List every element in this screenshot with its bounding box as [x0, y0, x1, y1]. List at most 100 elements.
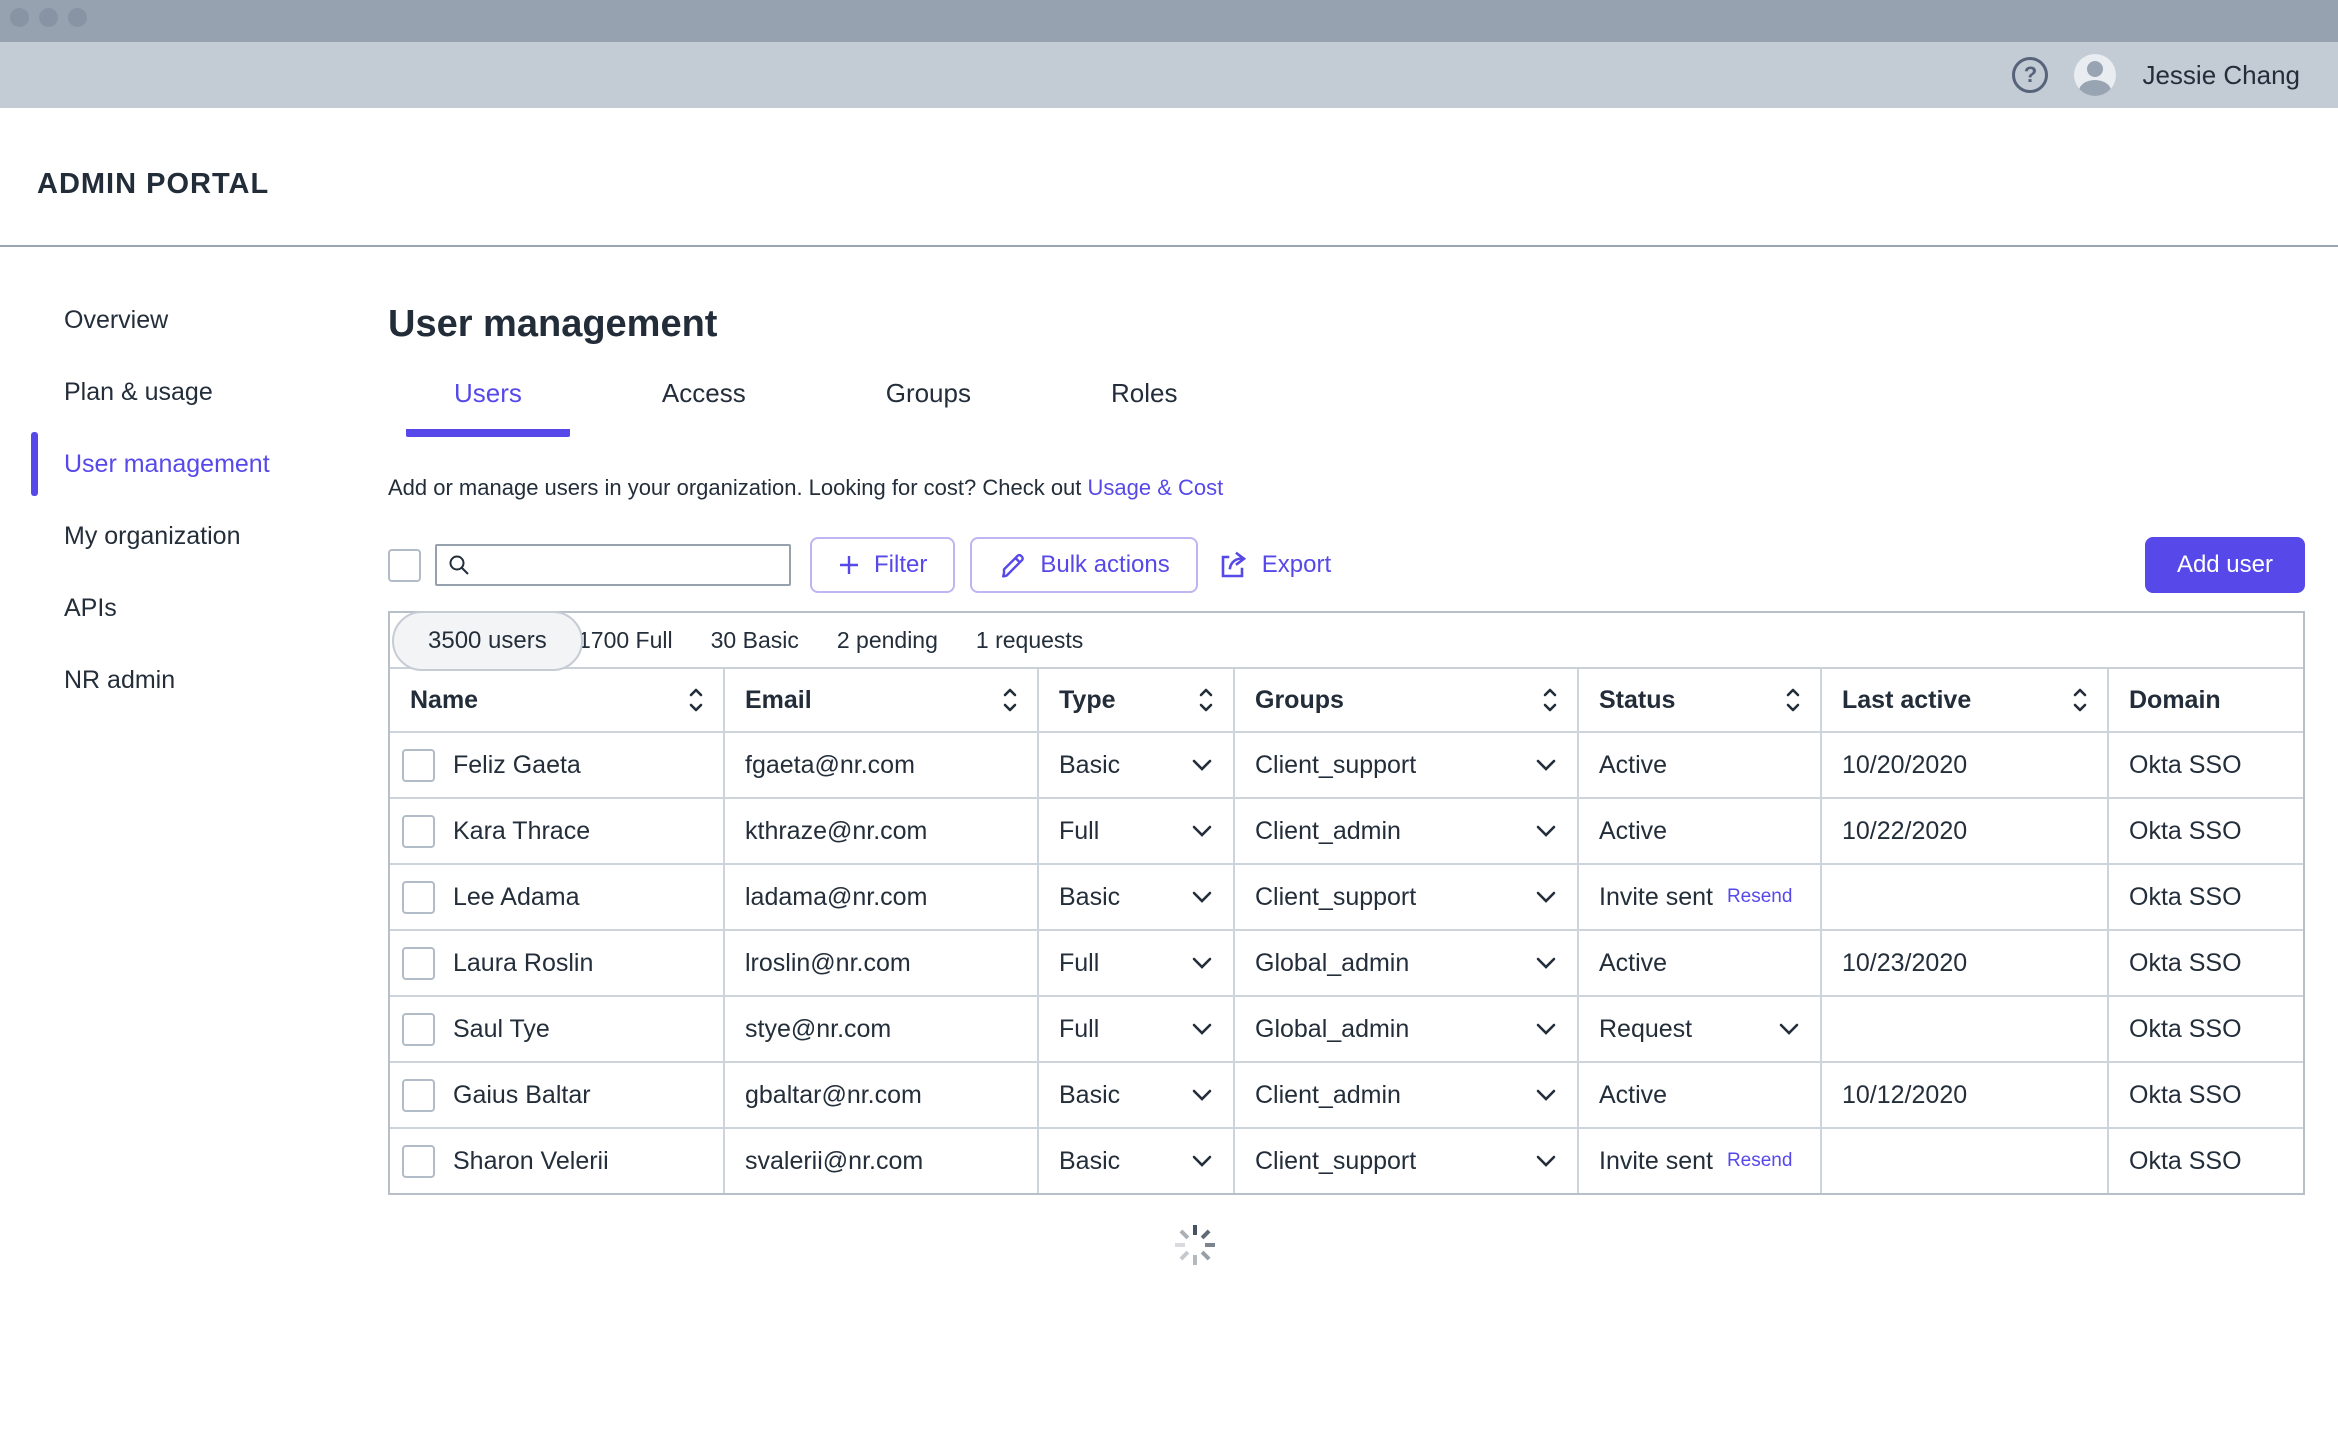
chevron-down-icon [1535, 1088, 1557, 1102]
search-box[interactable] [435, 544, 791, 586]
search-input[interactable] [479, 548, 789, 582]
page-title: User management [388, 303, 2305, 346]
domain-cell: Okta SSO [2109, 733, 2303, 797]
users-count-pill[interactable]: 3500 users [392, 611, 583, 671]
help-icon[interactable]: ? [2012, 57, 2048, 93]
column-header-email[interactable]: Email [725, 669, 1039, 731]
row-checkbox[interactable] [402, 749, 435, 782]
resend-link[interactable]: Resend [1727, 1150, 1793, 1172]
usage-cost-link[interactable]: Usage & Cost [1088, 475, 1224, 500]
chevron-down-icon [1778, 1022, 1800, 1036]
sidebar-item-plan-usage[interactable]: Plan & usage [0, 356, 388, 428]
column-header-name[interactable]: Name [390, 669, 725, 731]
column-header-last-active[interactable]: Last active [1822, 669, 2109, 731]
domain-cell: Okta SSO [2109, 865, 2303, 929]
sort-icon[interactable] [1197, 686, 1215, 714]
window-minimize-icon[interactable] [39, 8, 58, 27]
sidebar-item-apis[interactable]: APIs [0, 572, 388, 644]
groups-select[interactable]: Client_admin [1235, 1063, 1579, 1127]
row-checkbox[interactable] [402, 881, 435, 914]
user-name: Laura Roslin [453, 949, 593, 978]
groups-select[interactable]: Global_admin [1235, 931, 1579, 995]
status-select[interactable]: Request [1579, 997, 1822, 1061]
user-email: fgaeta@nr.com [725, 733, 1039, 797]
pencil-icon [998, 551, 1026, 579]
stat-pending[interactable]: 2 pending [837, 627, 938, 654]
type-select[interactable]: Basic [1039, 865, 1235, 929]
sidebar-item-nr-admin[interactable]: NR admin [0, 644, 388, 716]
add-user-button[interactable]: Add user [2145, 537, 2305, 593]
sort-icon[interactable] [2071, 686, 2089, 714]
sidebar: Overview Plan & usage User management My… [0, 247, 388, 716]
export-icon [1218, 549, 1250, 581]
groups-select[interactable]: Client_admin [1235, 799, 1579, 863]
sidebar-item-overview[interactable]: Overview [0, 284, 388, 356]
groups-select[interactable]: Client_support [1235, 865, 1579, 929]
chevron-down-icon [1535, 824, 1557, 838]
type-select[interactable]: Basic [1039, 1063, 1235, 1127]
stat-full[interactable]: 1700 Full [578, 627, 673, 654]
stat-requests[interactable]: 1 requests [976, 627, 1083, 654]
type-select[interactable]: Full [1039, 931, 1235, 995]
type-select[interactable]: Full [1039, 997, 1235, 1061]
row-checkbox[interactable] [402, 815, 435, 848]
user-avatar-icon[interactable] [2074, 54, 2116, 96]
column-header-status[interactable]: Status [1579, 669, 1822, 731]
table-row: Lee Adama ladama@nr.com Basic Client_sup… [390, 863, 2303, 929]
chevron-down-icon [1535, 890, 1557, 904]
sidebar-item-user-management[interactable]: User management [0, 428, 388, 500]
filter-button[interactable]: Filter [810, 537, 955, 593]
user-email: stye@nr.com [725, 997, 1039, 1061]
window-zoom-icon[interactable] [68, 8, 87, 27]
row-checkbox[interactable] [402, 1013, 435, 1046]
search-icon [447, 553, 471, 577]
chevron-down-icon [1191, 1088, 1213, 1102]
user-name: Sharon Velerii [453, 1147, 609, 1176]
users-table: 3500 users 1700 Full 30 Basic 2 pending … [388, 611, 2305, 1195]
toolbar: Filter Bulk actions Export Add user [388, 537, 2305, 593]
groups-select[interactable]: Client_support [1235, 1129, 1579, 1193]
tab-roles[interactable]: Roles [1063, 378, 1225, 437]
window-close-icon[interactable] [10, 8, 29, 27]
chevron-down-icon [1535, 1154, 1557, 1168]
sort-icon[interactable] [687, 686, 705, 714]
row-checkbox[interactable] [402, 1145, 435, 1178]
type-select[interactable]: Full [1039, 799, 1235, 863]
bulk-actions-button[interactable]: Bulk actions [970, 537, 1197, 593]
tab-access[interactable]: Access [614, 378, 794, 437]
domain-cell: Okta SSO [2109, 1129, 2303, 1193]
column-header-type[interactable]: Type [1039, 669, 1235, 731]
chevron-down-icon [1191, 956, 1213, 970]
sort-icon[interactable] [1001, 686, 1019, 714]
stat-basic[interactable]: 30 Basic [711, 627, 799, 654]
user-name: Jessie Chang [2142, 60, 2300, 91]
sort-icon[interactable] [1784, 686, 1802, 714]
type-select[interactable]: Basic [1039, 733, 1235, 797]
row-checkbox[interactable] [402, 1079, 435, 1112]
chevron-down-icon [1535, 956, 1557, 970]
status-cell: Active [1579, 1063, 1822, 1127]
tab-groups[interactable]: Groups [838, 378, 1019, 437]
domain-cell: Okta SSO [2109, 997, 2303, 1061]
last-active-cell [1822, 997, 2109, 1061]
chevron-down-icon [1535, 758, 1557, 772]
sidebar-item-my-organization[interactable]: My organization [0, 500, 388, 572]
resend-link[interactable]: Resend [1727, 886, 1793, 908]
window-titlebar [0, 0, 2338, 42]
chevron-down-icon [1191, 758, 1213, 772]
column-header-groups[interactable]: Groups [1235, 669, 1579, 731]
export-button[interactable]: Export [1218, 549, 1331, 581]
chevron-down-icon [1191, 824, 1213, 838]
groups-select[interactable]: Client_support [1235, 733, 1579, 797]
chevron-down-icon [1191, 1022, 1213, 1036]
table-row: Saul Tye stye@nr.com Full Global_admin R… [390, 995, 2303, 1061]
select-all-checkbox[interactable] [388, 549, 421, 582]
groups-select[interactable]: Global_admin [1235, 997, 1579, 1061]
status-cell: Active [1579, 799, 1822, 863]
tab-users[interactable]: Users [406, 378, 570, 437]
type-select[interactable]: Basic [1039, 1129, 1235, 1193]
status-cell: Invite sentResend [1579, 865, 1822, 929]
user-name: Saul Tye [453, 1015, 550, 1044]
sort-icon[interactable] [1541, 686, 1559, 714]
row-checkbox[interactable] [402, 947, 435, 980]
